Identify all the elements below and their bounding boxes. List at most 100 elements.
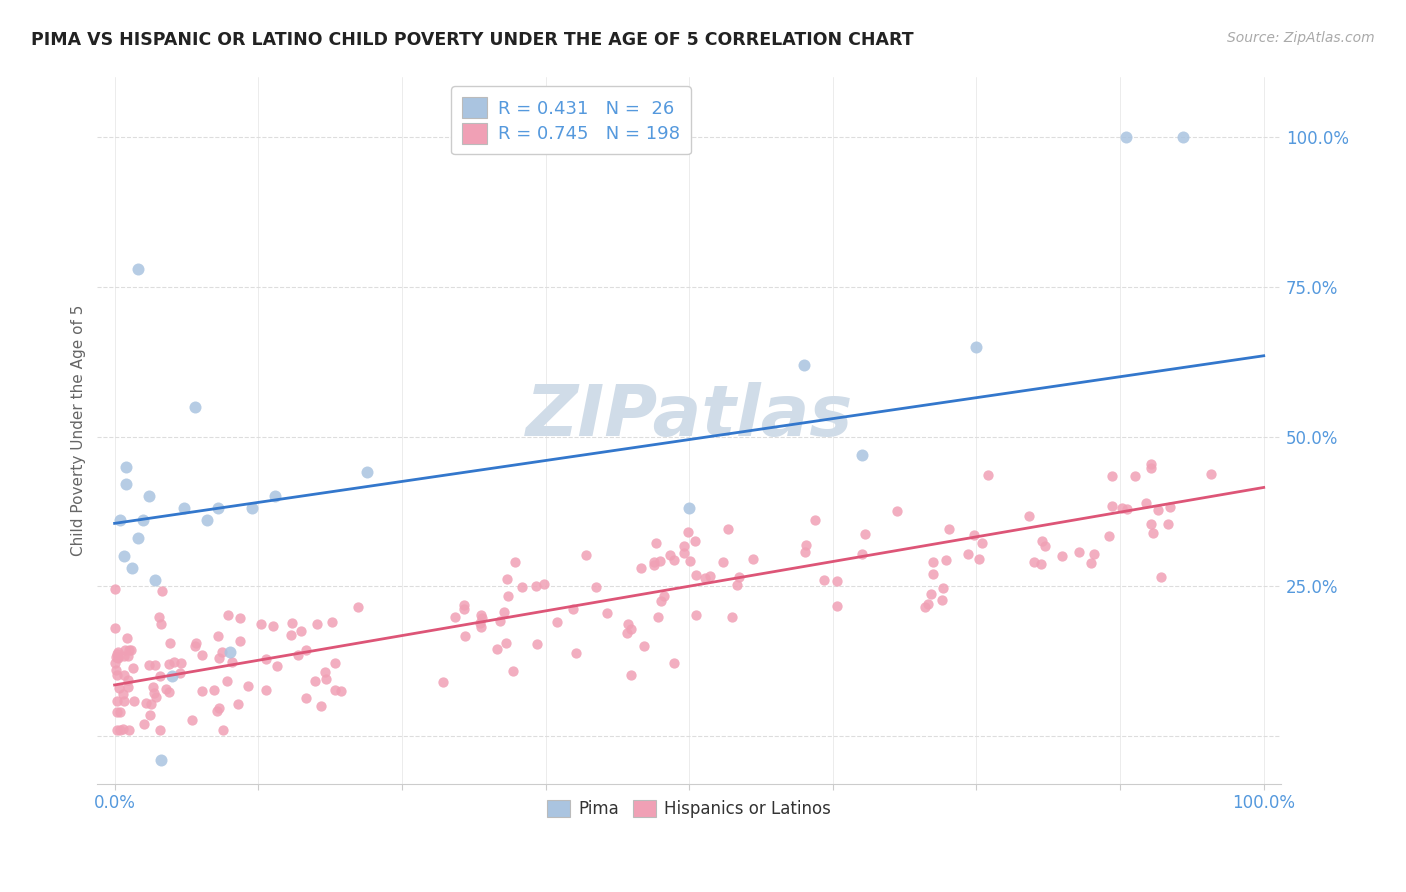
Point xyxy=(793,545,815,559)
Point xyxy=(965,340,987,354)
Point xyxy=(264,490,287,504)
Point xyxy=(825,599,848,613)
Point xyxy=(970,536,993,550)
Point xyxy=(160,669,183,683)
Y-axis label: Child Poverty Under the Age of 5: Child Poverty Under the Age of 5 xyxy=(72,305,86,557)
Point xyxy=(720,609,742,624)
Point xyxy=(564,646,586,660)
Point xyxy=(932,581,955,595)
Point xyxy=(495,636,517,650)
Text: PIMA VS HISPANIC OR LATINO CHILD POVERTY UNDER THE AGE OF 5 CORRELATION CHART: PIMA VS HISPANIC OR LATINO CHILD POVERTY… xyxy=(31,31,914,49)
Point xyxy=(107,645,129,659)
Point xyxy=(107,650,129,665)
Point xyxy=(143,686,166,700)
Point xyxy=(1098,529,1121,543)
Point xyxy=(1142,526,1164,541)
Point xyxy=(672,546,695,560)
Point xyxy=(329,684,352,698)
Point xyxy=(190,684,212,698)
Point xyxy=(111,687,134,701)
Point xyxy=(321,615,343,629)
Point xyxy=(693,571,716,585)
Point xyxy=(444,610,467,624)
Point xyxy=(851,448,873,462)
Point xyxy=(127,262,149,277)
Point xyxy=(307,617,329,632)
Point xyxy=(1024,555,1046,569)
Point xyxy=(186,636,208,650)
Point xyxy=(1080,557,1102,571)
Point xyxy=(495,572,517,586)
Point xyxy=(105,647,128,661)
Point xyxy=(1018,508,1040,523)
Point xyxy=(105,706,128,720)
Point xyxy=(643,555,665,569)
Point xyxy=(453,598,475,612)
Point xyxy=(470,619,492,633)
Point xyxy=(1101,499,1123,513)
Point xyxy=(217,607,239,622)
Point xyxy=(1150,570,1173,584)
Point xyxy=(205,705,228,719)
Point xyxy=(280,628,302,642)
Point xyxy=(108,681,131,695)
Point xyxy=(620,622,643,636)
Point xyxy=(1135,496,1157,510)
Point xyxy=(813,573,835,587)
Point xyxy=(617,617,640,632)
Point xyxy=(112,668,135,682)
Point xyxy=(323,656,346,670)
Point xyxy=(533,577,555,591)
Point xyxy=(304,674,326,689)
Point xyxy=(922,555,945,569)
Point xyxy=(295,690,318,705)
Point xyxy=(169,665,191,680)
Point xyxy=(917,597,939,611)
Point xyxy=(1139,516,1161,531)
Point xyxy=(236,679,259,693)
Point xyxy=(685,608,707,623)
Point xyxy=(496,589,519,603)
Point xyxy=(662,553,685,567)
Point xyxy=(323,682,346,697)
Point xyxy=(139,698,162,712)
Point xyxy=(183,639,205,653)
Point xyxy=(562,602,585,616)
Point xyxy=(105,723,128,737)
Point xyxy=(922,566,945,581)
Point xyxy=(502,664,524,678)
Point xyxy=(620,668,643,682)
Point xyxy=(1101,468,1123,483)
Point xyxy=(1031,533,1053,548)
Point xyxy=(228,634,250,648)
Point xyxy=(143,573,166,587)
Point xyxy=(886,504,908,518)
Text: ZIPatlas: ZIPatlas xyxy=(526,382,853,451)
Point xyxy=(585,580,607,594)
Point xyxy=(195,513,218,527)
Point xyxy=(104,582,127,596)
Point xyxy=(1083,547,1105,561)
Point xyxy=(931,593,953,607)
Point xyxy=(295,642,318,657)
Point xyxy=(120,643,142,657)
Point xyxy=(155,682,177,697)
Point xyxy=(793,358,815,372)
Point xyxy=(108,705,131,719)
Point xyxy=(157,684,180,698)
Legend: Pima, Hispanics or Latinos: Pima, Hispanics or Latinos xyxy=(540,793,838,825)
Point xyxy=(1033,539,1056,553)
Point xyxy=(699,569,721,583)
Point xyxy=(1140,458,1163,472)
Point xyxy=(1156,516,1178,531)
Point xyxy=(132,717,155,731)
Point xyxy=(616,625,638,640)
Point xyxy=(122,694,145,708)
Point xyxy=(315,672,337,686)
Point xyxy=(115,631,138,645)
Point xyxy=(1140,460,1163,475)
Point xyxy=(262,619,284,633)
Point xyxy=(207,501,229,516)
Point xyxy=(135,696,157,710)
Point xyxy=(652,589,675,603)
